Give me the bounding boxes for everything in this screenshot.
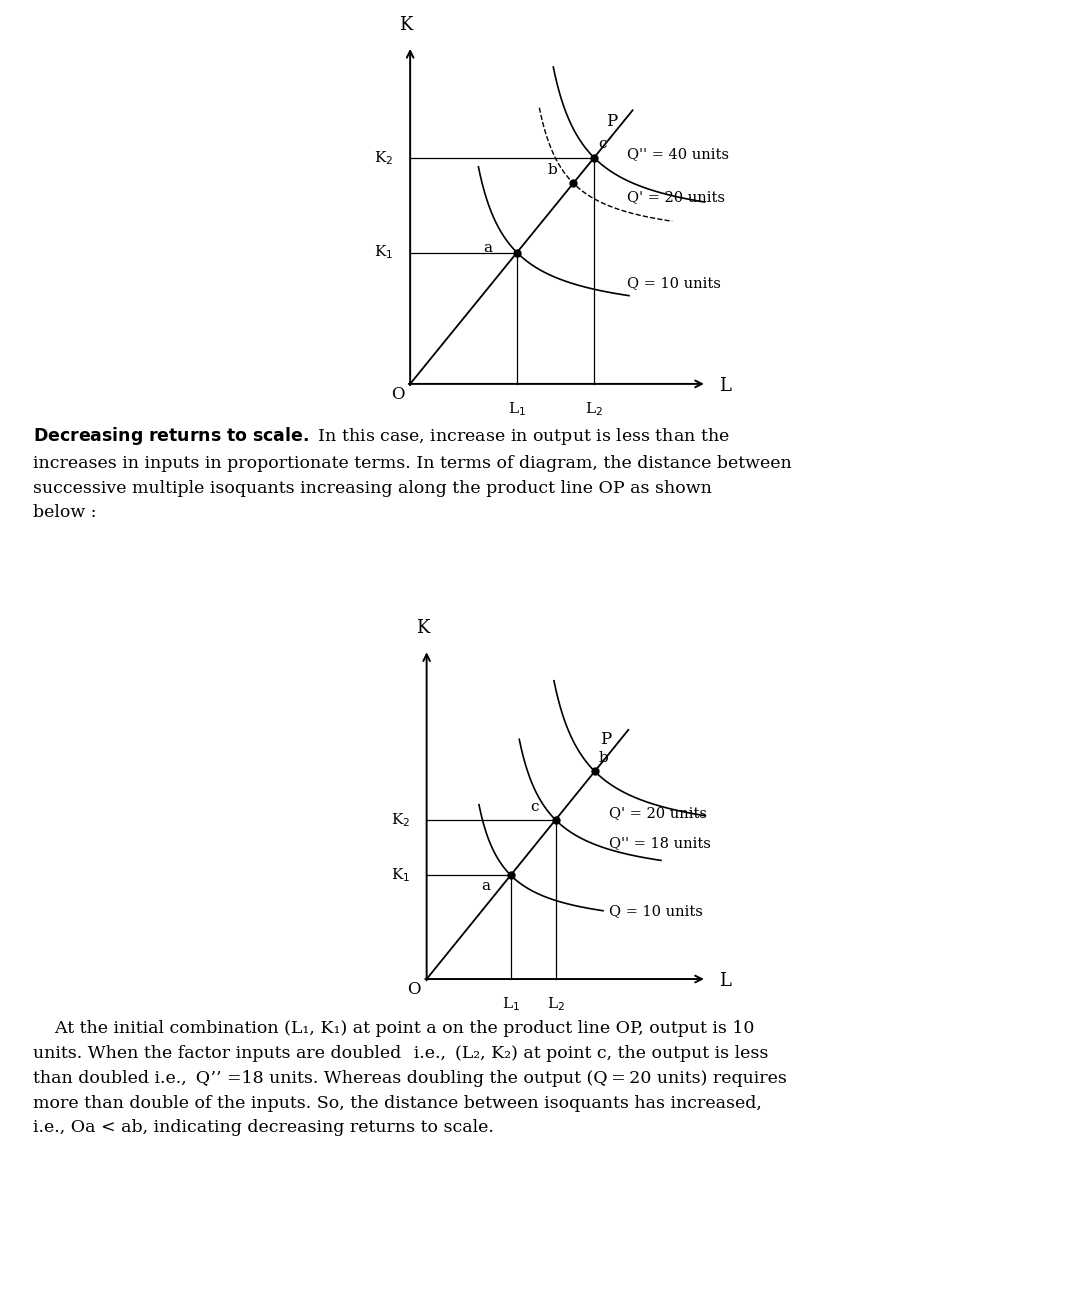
Text: K$_2$: K$_2$ [391, 811, 410, 829]
Text: c: c [598, 137, 607, 152]
Text: Q'' = 40 units: Q'' = 40 units [627, 148, 728, 161]
Text: O: O [408, 981, 421, 998]
Text: O: O [391, 386, 404, 403]
Text: L: L [719, 972, 731, 990]
Text: b: b [547, 164, 557, 177]
Text: P: P [606, 112, 617, 129]
Text: c: c [530, 799, 539, 814]
Text: K$_1$: K$_1$ [374, 243, 393, 262]
Text: P: P [601, 731, 611, 748]
Text: b: b [598, 751, 608, 765]
Text: Q = 10 units: Q = 10 units [609, 904, 702, 918]
Text: K: K [399, 16, 413, 34]
Text: L$_1$: L$_1$ [502, 995, 519, 1014]
Text: L$_1$: L$_1$ [508, 400, 526, 419]
Text: $\mathbf{Decreasing\ returns\ to\ scale.}$ In this case, increase in output is l: $\mathbf{Decreasing\ returns\ to\ scale.… [33, 425, 791, 522]
Text: L$_2$: L$_2$ [546, 995, 565, 1014]
Text: a: a [481, 879, 490, 893]
Text: K$_2$: K$_2$ [374, 149, 393, 166]
Text: Q'' = 18 units: Q'' = 18 units [609, 836, 711, 850]
Text: L: L [719, 377, 731, 395]
Text: K: K [416, 619, 429, 637]
Text: Q' = 20 units: Q' = 20 units [609, 806, 707, 820]
Text: Q' = 20 units: Q' = 20 units [627, 190, 725, 204]
Text: Q = 10 units: Q = 10 units [627, 276, 721, 290]
Text: K$_1$: K$_1$ [391, 866, 410, 884]
Text: L$_2$: L$_2$ [585, 400, 603, 419]
Text: a: a [483, 242, 492, 255]
Text: At the initial combination (L₁, K₁) at point a on the product line OP, output is: At the initial combination (L₁, K₁) at p… [33, 1020, 786, 1137]
